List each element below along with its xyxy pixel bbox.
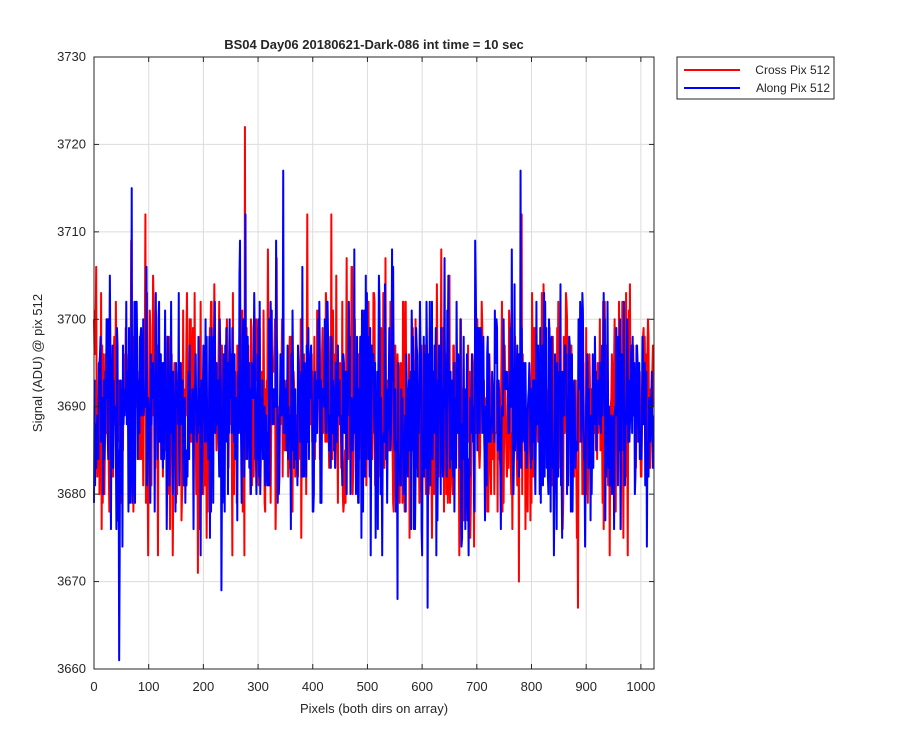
x-axis-label: Pixels (both dirs on array) [300,701,448,716]
y-axis-label: Signal (ADU) @ pix 512 [30,294,45,432]
legend-box [676,56,835,100]
x-tick-label: 900 [575,679,597,694]
y-tick-label: 3730 [57,49,86,64]
y-tick-label: 3700 [57,311,86,326]
x-tick-label: 400 [302,679,324,694]
x-tick-label: 300 [247,679,269,694]
axis-ticks: 0 100 200 300 400 500 600 700 800 900 1000 3660 3670… [57,49,655,694]
x-tick-label: 200 [193,679,215,694]
series-line-along-pix-512 [93,169,655,662]
x-tick-label: 0 [90,679,97,694]
x-tick-label: 1000 [626,679,655,694]
y-tick-label: 3670 [57,574,86,589]
y-tick-label: 3710 [57,224,86,239]
y-tick-label: 3660 [57,661,86,676]
x-tick-label: 100 [138,679,160,694]
series-layer [93,125,655,662]
y-tick-label: 3720 [57,136,86,151]
chart-title: BS04 Day06 20180621-Dark-086 int time = … [224,37,524,52]
y-tick-label: 3690 [57,399,86,414]
x-tick-label: 800 [521,679,543,694]
x-tick-label: 500 [357,679,379,694]
y-tick-label: 3680 [57,486,86,501]
x-tick-label: 700 [466,679,488,694]
legend: Cross Pix 512 Along Pix 512 [676,56,835,100]
legend-label-along: Along Pix 512 [756,81,830,95]
legend-label-cross: Cross Pix 512 [755,63,830,77]
x-tick-label: 600 [411,679,433,694]
plot-frame [93,56,655,670]
